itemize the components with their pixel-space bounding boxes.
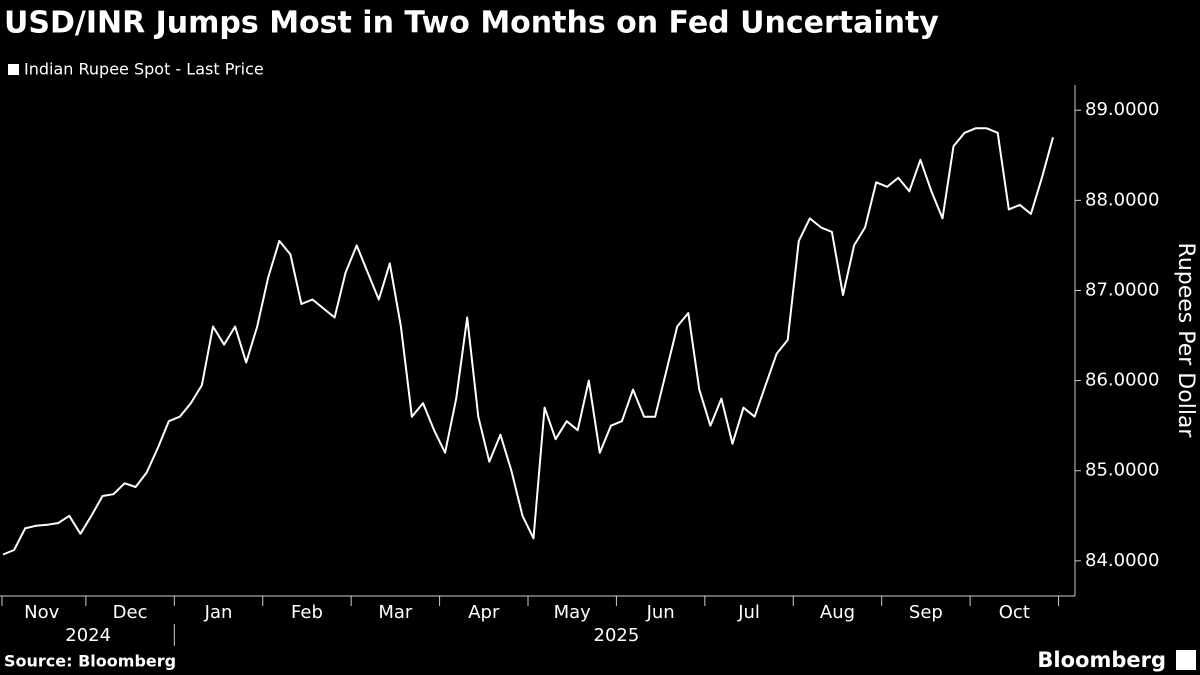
y-tick-label: 87.0000: [1085, 279, 1159, 300]
x-tick-label: Feb: [291, 602, 323, 623]
brand-icon: [1176, 650, 1196, 670]
x-tick-label: Mar: [378, 602, 413, 623]
y-tick-label: 89.0000: [1085, 99, 1159, 120]
y-tick-label: 88.0000: [1085, 189, 1159, 210]
x-tick-label: Sep: [909, 602, 943, 623]
y-tick-label: 84.0000: [1085, 550, 1159, 571]
chart-title: USD/INR Jumps Most in Two Months on Fed …: [4, 6, 939, 41]
x-tick-label: May: [554, 602, 592, 623]
x-tick-label: Dec: [113, 602, 148, 623]
x-tick-label: Jan: [204, 602, 233, 623]
legend-swatch: [8, 64, 19, 75]
brand: Bloomberg: [1037, 648, 1166, 672]
x-tick-label: Apr: [468, 602, 500, 623]
y-axis-label: Rupees Per Dollar: [1173, 243, 1198, 439]
y-tick-label: 86.0000: [1085, 370, 1159, 391]
x-tick-label: Aug: [820, 602, 855, 623]
x-tick-label: Oct: [999, 602, 1030, 623]
y-tick-label: 85.0000: [1085, 460, 1159, 481]
legend-label: Indian Rupee Spot - Last Price: [24, 60, 264, 79]
line-series: [2, 127, 1054, 556]
x-tick-label: Jun: [646, 602, 675, 623]
year-label: 2024: [65, 625, 111, 646]
x-tick-label: Nov: [24, 602, 59, 623]
year-label: 2025: [594, 625, 640, 646]
source: Source: Bloomberg: [4, 652, 176, 671]
x-tick-label: Jul: [737, 602, 760, 623]
